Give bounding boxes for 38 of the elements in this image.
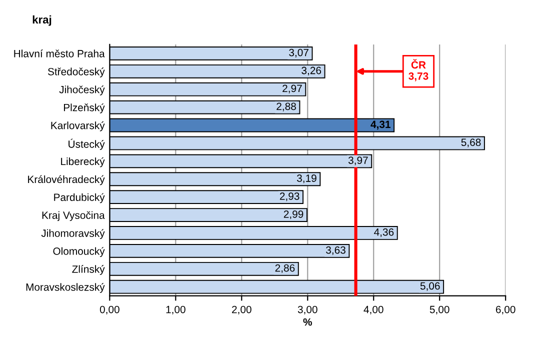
x-tick-label: 5,00: [430, 306, 450, 314]
x-tick-label: 2,00: [232, 306, 252, 314]
y-tick-label: Liberecký: [61, 157, 105, 168]
x-tick-label: 6,00: [496, 306, 516, 314]
y-tick-label: Ústecký: [68, 138, 105, 150]
y-tick-label: Královéhradecký: [28, 175, 105, 186]
y-tick-label: Karlovarský: [51, 121, 105, 132]
data-label: 3,63: [326, 246, 346, 255]
x-tick-label: 0,00: [100, 306, 120, 314]
data-label: 5,68: [461, 138, 481, 148]
data-label: 4,31: [370, 120, 390, 130]
chart-title: kraj: [32, 15, 52, 26]
data-label: 3,97: [348, 156, 368, 166]
y-tick-label: Jihomoravský: [41, 229, 105, 239]
y-tick-label: Moravskoslezský: [26, 283, 105, 293]
data-label: 2,88: [276, 102, 296, 112]
y-tick-label: Hlavní město Praha: [14, 50, 105, 58]
y-tick-label: Jihočeský: [59, 86, 105, 96]
data-label: 2,86: [275, 264, 295, 273]
data-label: 2,93: [280, 192, 300, 202]
data-label: 3,19: [296, 174, 316, 184]
data-label: 4,36: [374, 228, 394, 238]
data-label: 5,06: [420, 282, 440, 291]
y-tick-label: Středočeský: [48, 68, 105, 78]
y-tick-label: Plzeňský: [64, 103, 105, 114]
y-tick-label: Olomoucký: [53, 247, 105, 257]
x-tick-label: 1,00: [166, 306, 186, 314]
y-tick-label: Kraj Vysočina: [42, 211, 105, 221]
data-label: 2,99: [284, 210, 304, 220]
y-tick-label: Pardubický: [54, 193, 105, 204]
data-label: 3,07: [289, 48, 308, 58]
data-label: 3,26: [302, 66, 322, 76]
x-tick-label: 3,00: [298, 306, 318, 314]
x-axis-title: %: [303, 318, 312, 326]
ref-line-label: ČR 3,73: [408, 59, 428, 82]
data-label: 2,97: [282, 84, 302, 94]
x-tick-label: 4,00: [364, 306, 384, 314]
y-tick-label: Zlínský: [72, 265, 105, 275]
